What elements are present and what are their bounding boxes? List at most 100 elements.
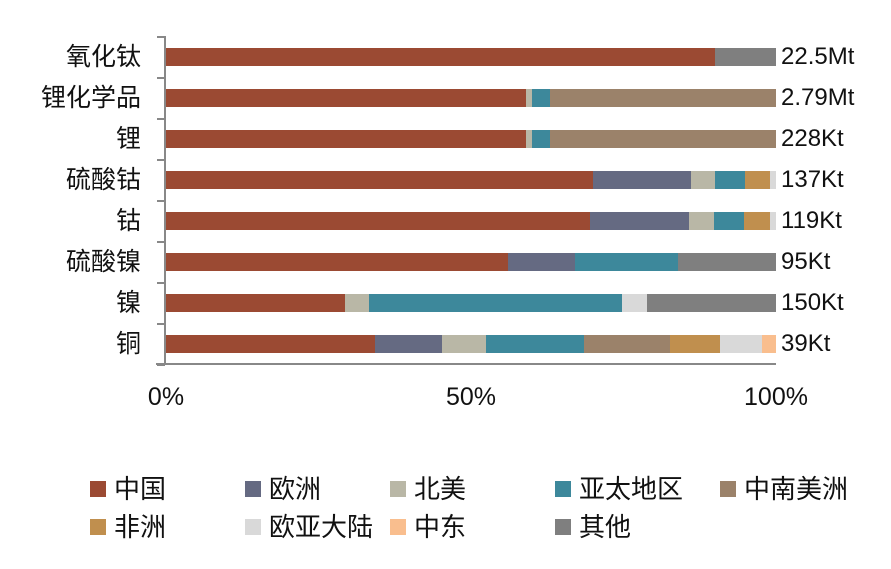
category-label: 铜 bbox=[115, 329, 141, 358]
category-label: 镍 bbox=[115, 288, 141, 317]
bar-segment bbox=[720, 334, 762, 353]
legend-label: 欧洲 bbox=[269, 474, 322, 504]
legend-swatch-icon bbox=[390, 481, 406, 497]
legend-item: 中国 bbox=[90, 472, 166, 506]
legend-swatch-icon bbox=[390, 519, 406, 535]
y-axis-tick bbox=[157, 323, 165, 325]
category-label: 硫酸钴 bbox=[65, 165, 141, 194]
x-tick-50: 50% bbox=[445, 383, 497, 411]
legend-label: 其他 bbox=[579, 512, 632, 542]
bar-segment bbox=[593, 170, 691, 189]
bar-segment bbox=[166, 129, 526, 148]
bar-segment bbox=[550, 88, 776, 107]
bar-segment bbox=[525, 129, 532, 148]
y-axis-tick bbox=[157, 282, 165, 284]
bar-segment bbox=[369, 293, 622, 312]
bar-segment bbox=[531, 88, 551, 107]
bar-segment bbox=[690, 170, 715, 189]
bar-segment bbox=[744, 211, 770, 230]
bar-segment bbox=[714, 170, 746, 189]
category-label: 硫酸镍 bbox=[65, 247, 141, 276]
bar-segment bbox=[761, 334, 776, 353]
total-label: 137Kt bbox=[781, 165, 844, 193]
bar-row bbox=[166, 293, 776, 312]
legend-item: 欧亚大陆 bbox=[245, 510, 373, 544]
legend-swatch-icon bbox=[720, 481, 736, 497]
legend-item: 欧洲 bbox=[245, 472, 321, 506]
legend-item: 中南美洲 bbox=[720, 472, 848, 506]
legend-swatch-icon bbox=[90, 519, 106, 535]
legend-item: 中东 bbox=[390, 510, 466, 544]
bar-segment bbox=[166, 252, 508, 271]
legend-swatch-icon bbox=[555, 481, 571, 497]
bar-segment bbox=[166, 88, 526, 107]
category-label: 钴 bbox=[115, 206, 141, 235]
bar-segment bbox=[715, 47, 776, 66]
x-tick-0: 0% bbox=[147, 383, 185, 411]
bar-segment bbox=[589, 211, 689, 230]
bar-segment bbox=[584, 334, 671, 353]
bar-segment bbox=[678, 252, 776, 271]
bar-row bbox=[166, 334, 776, 353]
bar-segment bbox=[166, 293, 345, 312]
legend-label: 中南美洲 bbox=[744, 474, 849, 504]
bar-row bbox=[166, 88, 776, 107]
x-tick-100: 100% bbox=[744, 383, 808, 411]
legend-label: 欧亚大陆 bbox=[269, 512, 374, 542]
legend-label: 北美 bbox=[414, 474, 467, 504]
legend-label: 亚太地区 bbox=[579, 474, 684, 504]
bar-segment bbox=[670, 334, 721, 353]
bar-segment bbox=[344, 293, 370, 312]
y-axis-tick bbox=[157, 36, 165, 38]
bar-segment bbox=[525, 88, 532, 107]
bar-row bbox=[166, 129, 776, 148]
total-label: 150Kt bbox=[781, 288, 844, 316]
bar-segment bbox=[166, 47, 715, 66]
bar-segment bbox=[688, 211, 714, 230]
bar-segment bbox=[486, 334, 585, 353]
legend-label: 非洲 bbox=[114, 512, 167, 542]
category-label: 锂 bbox=[115, 124, 141, 153]
total-label: 22.5Mt bbox=[781, 42, 855, 70]
legend-item: 其他 bbox=[555, 510, 631, 544]
x-axis-line bbox=[156, 363, 776, 365]
bar-row bbox=[166, 170, 776, 189]
bar-segment bbox=[166, 334, 375, 353]
bar-segment bbox=[442, 334, 487, 353]
total-label: 119Kt bbox=[781, 206, 842, 234]
legend-swatch-icon bbox=[90, 481, 106, 497]
bar-row bbox=[166, 211, 776, 230]
bar-segment bbox=[374, 334, 443, 353]
legend-swatch-icon bbox=[555, 519, 571, 535]
y-axis-tick bbox=[157, 159, 165, 161]
legend-swatch-icon bbox=[245, 481, 261, 497]
y-axis-tick bbox=[157, 200, 165, 202]
y-axis-tick bbox=[157, 364, 165, 366]
legend-item: 亚太地区 bbox=[555, 472, 683, 506]
bar-row bbox=[166, 47, 776, 66]
category-label: 氧化钛 bbox=[65, 42, 141, 71]
bar-segment bbox=[621, 293, 647, 312]
bar-segment bbox=[531, 129, 551, 148]
bar-segment bbox=[574, 252, 679, 271]
y-axis-line bbox=[164, 36, 166, 365]
total-label: 39Kt bbox=[781, 329, 831, 357]
legend-swatch-icon bbox=[245, 519, 261, 535]
bar-segment bbox=[166, 211, 590, 230]
bar-segment bbox=[507, 252, 575, 271]
y-axis-tick bbox=[157, 241, 165, 243]
bar-segment bbox=[166, 170, 593, 189]
bar-row bbox=[166, 252, 776, 271]
legend-item: 北美 bbox=[390, 472, 466, 506]
total-label: 95Kt bbox=[781, 247, 831, 275]
legend-label: 中东 bbox=[414, 512, 467, 542]
y-axis-tick bbox=[157, 118, 165, 120]
total-label: 228Kt bbox=[781, 124, 844, 152]
total-label: 2.79Mt bbox=[781, 83, 855, 111]
bar-segment bbox=[769, 211, 776, 230]
bar-segment bbox=[646, 293, 776, 312]
bar-segment bbox=[713, 211, 745, 230]
bar-segment bbox=[550, 129, 776, 148]
bar-segment bbox=[769, 170, 776, 189]
